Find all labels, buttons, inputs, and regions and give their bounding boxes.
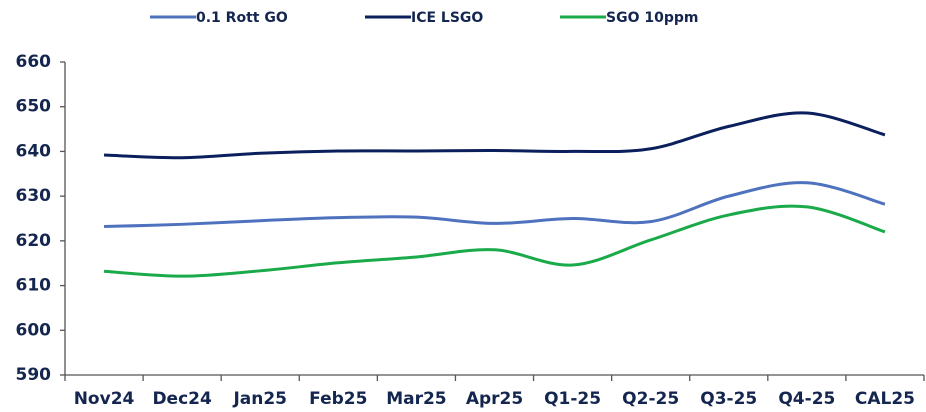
- x-tick-label: Apr25: [466, 389, 523, 409]
- legend-label: 0.1 Rott GO: [196, 10, 288, 26]
- y-tick-label: 660: [16, 52, 52, 72]
- x-tick-label: CAL25: [855, 389, 915, 409]
- y-tick-label: 630: [16, 186, 52, 206]
- y-tick-label: 640: [16, 141, 52, 161]
- series-line: [103, 111, 886, 160]
- x-tick-label: Q2-25: [622, 389, 679, 409]
- x-tick-label: Dec24: [152, 389, 212, 409]
- y-tick-label: 620: [16, 231, 52, 251]
- y-tick-label: 650: [16, 97, 52, 117]
- series-line: [104, 181, 886, 229]
- x-tick-label: Q3-25: [700, 389, 757, 409]
- x-tick-label: Q1-25: [544, 389, 601, 409]
- x-tick-label: Q4-25: [778, 389, 835, 409]
- series-line: [103, 204, 886, 278]
- legend-label: SGO 10ppm: [606, 10, 698, 26]
- x-tick-label: Mar25: [386, 389, 446, 409]
- y-tick-label: 590: [16, 365, 52, 385]
- x-tick-label: Feb25: [309, 389, 367, 409]
- x-tick-label: Jan25: [232, 389, 287, 409]
- y-tick-label: 610: [16, 276, 52, 296]
- x-tick-label: Nov24: [74, 389, 135, 409]
- y-tick-label: 600: [16, 320, 52, 340]
- legend-label: ICE LSGO: [411, 10, 483, 26]
